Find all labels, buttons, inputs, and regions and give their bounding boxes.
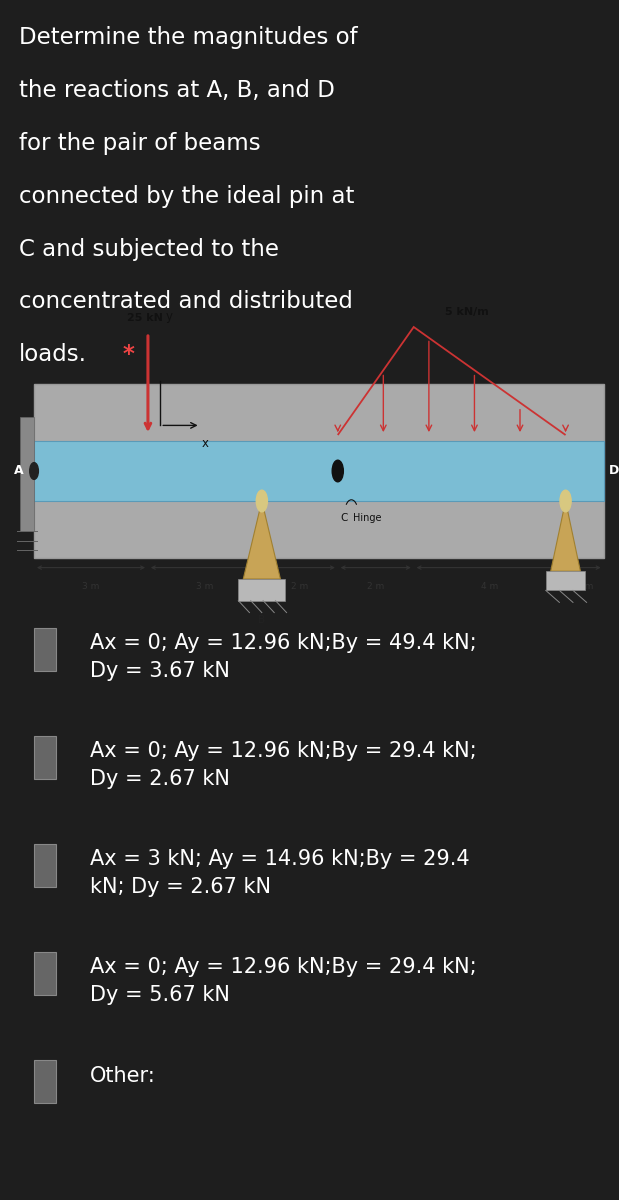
Text: 25 kN: 25 kN [127, 313, 163, 323]
Circle shape [560, 490, 571, 511]
Bar [20, 416, 34, 530]
Text: C: C [341, 514, 348, 523]
Text: loads.: loads. [19, 343, 87, 366]
Text: *: * [115, 343, 134, 366]
Text: 4 m: 4 m [481, 582, 498, 590]
Polygon shape [551, 502, 581, 571]
Text: 2 m: 2 m [367, 582, 384, 590]
Text: B: B [258, 614, 266, 625]
Bar [34, 736, 56, 780]
Text: y: y [165, 311, 172, 323]
Text: concentrated and distributed: concentrated and distributed [19, 290, 352, 313]
Text: x: x [201, 437, 208, 450]
Text: C and subjected to the: C and subjected to the [19, 238, 279, 260]
Text: for the pair of beams: for the pair of beams [19, 132, 260, 155]
Bar [34, 844, 56, 887]
Text: 1 m: 1 m [576, 582, 593, 590]
Text: 2 m: 2 m [291, 582, 308, 590]
Text: Hinge: Hinge [353, 514, 382, 523]
Bar [34, 440, 604, 502]
Circle shape [332, 460, 344, 481]
Bar [34, 952, 56, 995]
Bar [238, 578, 285, 600]
Text: 3 m: 3 m [82, 582, 100, 590]
Bar [34, 1061, 56, 1104]
Bar [34, 629, 56, 671]
Text: Ax = 3 kN; Ay = 14.96 kN;By = 29.4
kN; Dy = 2.67 kN: Ax = 3 kN; Ay = 14.96 kN;By = 29.4 kN; D… [90, 848, 469, 898]
Text: Ax = 0; Ay = 12.96 kN;By = 29.4 kN;
Dy = 5.67 kN: Ax = 0; Ay = 12.96 kN;By = 29.4 kN; Dy =… [90, 956, 477, 1006]
Text: 3 m: 3 m [196, 582, 214, 590]
Text: D: D [608, 464, 619, 478]
Circle shape [256, 490, 267, 511]
Circle shape [30, 462, 38, 479]
Text: Other:: Other: [90, 1066, 155, 1086]
Text: Ax = 0; Ay = 12.96 kN;By = 49.4 kN;
Dy = 3.67 kN: Ax = 0; Ay = 12.96 kN;By = 49.4 kN; Dy =… [90, 632, 477, 682]
Polygon shape [243, 502, 280, 578]
Bar [546, 571, 586, 590]
Text: A: A [14, 464, 24, 478]
Bar [34, 384, 604, 558]
Text: 5 kN/m: 5 kN/m [444, 307, 488, 317]
Text: connected by the ideal pin at: connected by the ideal pin at [19, 185, 354, 208]
Text: the reactions at A, B, and D: the reactions at A, B, and D [19, 79, 334, 102]
Text: Ax = 0; Ay = 12.96 kN;By = 29.4 kN;
Dy = 2.67 kN: Ax = 0; Ay = 12.96 kN;By = 29.4 kN; Dy =… [90, 740, 477, 790]
Text: Determine the magnitudes of: Determine the magnitudes of [19, 26, 357, 49]
